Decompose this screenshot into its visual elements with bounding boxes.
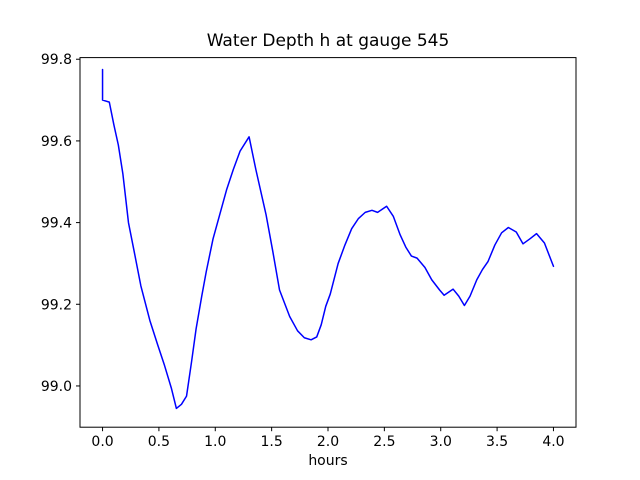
- x-axis-label: hours: [308, 453, 348, 469]
- axes-frame: [79, 57, 577, 428]
- x-tick-label: 1.5: [261, 434, 283, 450]
- x-tick-label: 3.5: [486, 434, 508, 450]
- x-tick-label: 2.5: [373, 434, 395, 450]
- x-tick-label: 0.0: [91, 434, 113, 450]
- chart-title: Water Depth h at gauge 545: [206, 31, 450, 51]
- y-tick-label: 99.0: [41, 379, 72, 395]
- y-tick-label: 99.6: [41, 134, 72, 150]
- data-line-h: [101, 68, 555, 410]
- y-tick-label: 99.8: [41, 52, 72, 68]
- x-tick-label: 1.0: [204, 434, 226, 450]
- y-tick-label: 99.2: [41, 297, 72, 313]
- x-tick-label: 3.0: [430, 434, 452, 450]
- x-tick-label: 2.0: [317, 434, 339, 450]
- x-tick-label: 0.5: [148, 434, 170, 450]
- y-tick-label: 99.4: [41, 216, 72, 232]
- x-tick-label: 4.0: [542, 434, 564, 450]
